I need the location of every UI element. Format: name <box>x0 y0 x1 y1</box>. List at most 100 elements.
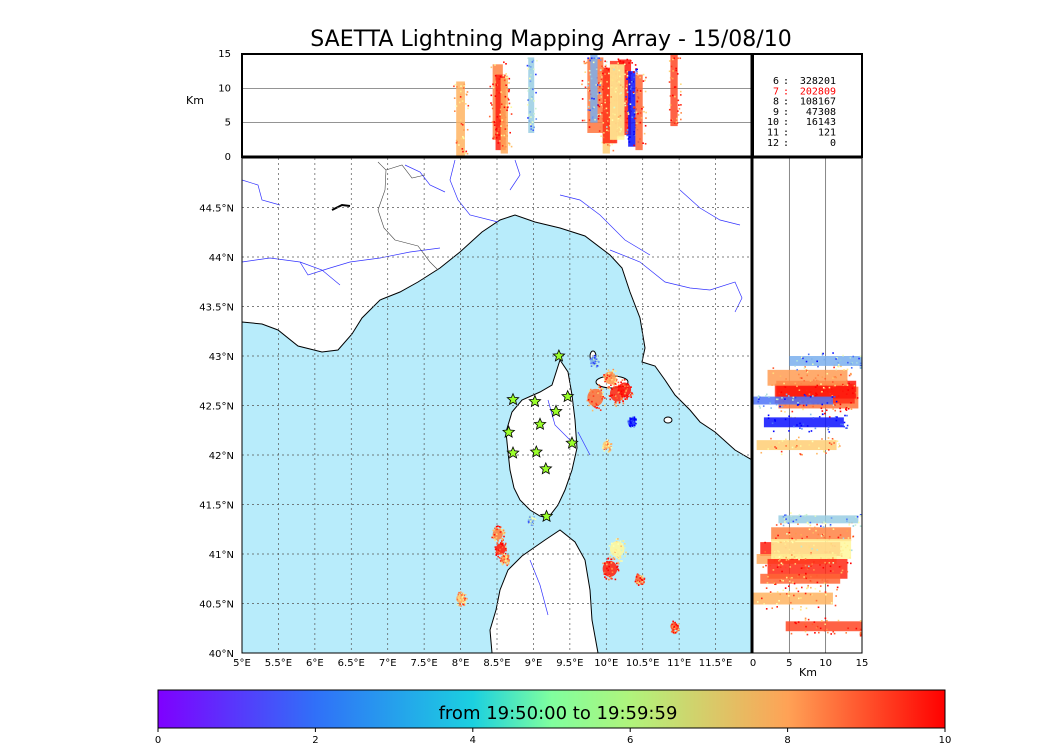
lightning-source <box>608 578 610 581</box>
altitude-source <box>530 128 533 130</box>
altitude-source <box>589 73 592 76</box>
altitude-source <box>584 86 587 89</box>
station-count-value: 328201 <box>800 76 836 87</box>
side-source <box>834 409 837 412</box>
side-source <box>829 525 832 527</box>
side-source <box>764 541 766 544</box>
side-source <box>855 627 858 630</box>
side-source <box>775 537 777 540</box>
side-source <box>816 384 819 387</box>
side-source <box>833 442 835 444</box>
altitude-source <box>528 98 530 101</box>
side-source <box>835 368 838 371</box>
side-source <box>807 618 810 621</box>
altitude-source <box>601 65 603 68</box>
lightning-source <box>492 535 495 538</box>
altitude-source <box>461 100 464 102</box>
side-source <box>851 361 854 364</box>
side-source <box>847 627 849 630</box>
side-source <box>800 605 802 608</box>
altitude-tick-label: 10 <box>218 83 231 94</box>
chart-title: SAETTA Lightning Mapping Array - 15/08/1… <box>310 27 791 52</box>
altitude-source <box>672 58 674 61</box>
side-source <box>836 588 838 591</box>
side-source <box>771 580 773 582</box>
side-source <box>803 367 806 369</box>
altitude-source <box>593 98 595 100</box>
altitude-source <box>592 61 595 64</box>
lightning-source <box>463 597 466 600</box>
side-source <box>830 443 833 446</box>
side-source <box>788 430 790 432</box>
side-source <box>778 556 781 558</box>
altitude-source <box>636 72 638 75</box>
side-source <box>789 566 792 568</box>
lightning-source <box>588 404 590 407</box>
altitude-source <box>462 135 464 138</box>
lightning-source <box>603 404 606 407</box>
altitude-source <box>673 57 676 60</box>
side-source <box>785 393 788 396</box>
lightning-source <box>609 555 612 558</box>
lightning-source <box>591 357 593 360</box>
lat-tick-label: 42.5°N <box>199 402 234 413</box>
lightning-source <box>627 419 630 422</box>
altitude-source <box>583 62 586 65</box>
side-source <box>825 593 827 596</box>
lon-tick-label: 10.5°E <box>626 658 660 669</box>
side-source <box>780 410 783 412</box>
lightning-source <box>603 449 606 452</box>
altitude-source <box>493 95 495 98</box>
altitude-source <box>508 142 510 144</box>
lightning-source <box>676 629 679 632</box>
side-source <box>836 416 838 418</box>
side-source <box>792 396 795 399</box>
side-source <box>775 524 778 526</box>
station-count-stations: 8 <box>773 97 779 108</box>
altitude-source <box>625 87 628 90</box>
altitude-source <box>456 141 458 143</box>
side-source <box>799 422 801 425</box>
side-source <box>830 517 833 519</box>
side-source <box>771 422 774 425</box>
altitude-source <box>636 122 638 125</box>
side-source <box>846 544 849 547</box>
lightning-source <box>594 365 597 367</box>
lightning-source <box>603 573 606 575</box>
lma-station-star <box>506 392 520 406</box>
side-source <box>826 628 828 631</box>
lightning-source <box>633 426 635 428</box>
side-source <box>843 369 845 371</box>
altitude-source <box>600 72 602 74</box>
lightning-source <box>497 553 499 555</box>
altitude-source <box>599 69 602 72</box>
side-source <box>779 596 782 599</box>
side-source <box>797 403 800 406</box>
side-source <box>814 587 817 590</box>
lightning-source <box>464 601 467 604</box>
lightning-source <box>458 594 461 596</box>
altitude-source <box>505 73 507 75</box>
altitude-source <box>601 141 604 144</box>
colorbar <box>157 689 946 729</box>
lightning-source <box>639 580 641 583</box>
side-source <box>803 623 806 626</box>
altitude-source <box>673 86 676 88</box>
altitude-source <box>607 144 609 146</box>
altitude-source <box>622 86 624 88</box>
lightning-source <box>502 530 505 533</box>
lightning-source <box>607 569 609 572</box>
side-source <box>776 398 779 401</box>
lightning-source <box>499 548 501 551</box>
altitude-source <box>677 110 679 112</box>
altitude-source <box>506 109 508 112</box>
altitude-source <box>508 144 511 146</box>
lightning-source <box>590 403 593 406</box>
side-source <box>791 410 794 413</box>
altitude-source <box>628 141 631 143</box>
altitude-source <box>493 124 496 126</box>
side-source <box>827 449 830 451</box>
altitude-source <box>636 68 638 71</box>
side-source <box>816 360 818 363</box>
colorbar-label: from 19:50:00 to 19:59:59 <box>439 703 678 724</box>
